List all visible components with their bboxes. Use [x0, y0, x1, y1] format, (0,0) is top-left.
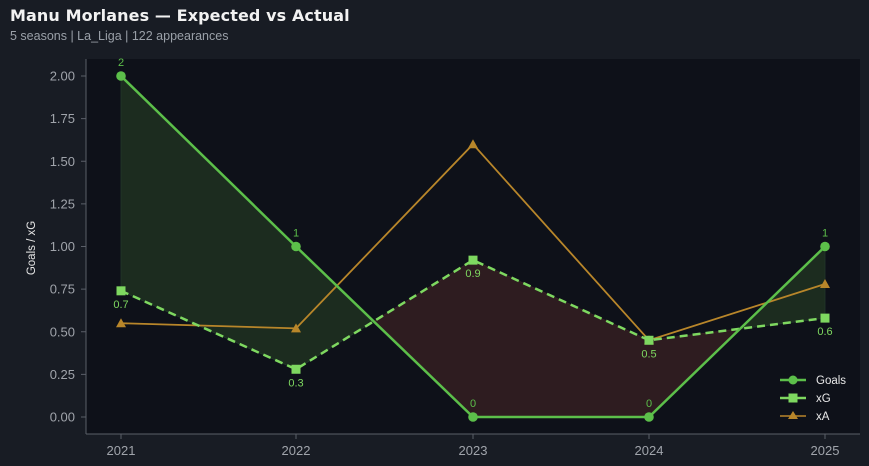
x-tick-label: 2023	[459, 443, 488, 458]
circle-marker-icon	[788, 375, 798, 385]
goals-data-label: 1	[293, 228, 299, 240]
chart-subtitle: 5 seasons | La_Liga | 122 appearances	[10, 29, 229, 43]
xa-triangle-marker	[291, 323, 301, 333]
series-markers	[116, 71, 830, 422]
y-tick-label: 1.00	[50, 239, 75, 254]
legend-label: Goals	[816, 375, 846, 387]
xg-data-label: 0.3	[288, 377, 303, 389]
y-tick-label: 1.25	[50, 196, 75, 211]
y-tick-label: 1.75	[50, 111, 75, 126]
xa-triangle-marker	[468, 139, 478, 149]
x-tick-label: 2024	[635, 443, 664, 458]
x-tick-label: 2022	[282, 443, 311, 458]
goals-data-label: 0	[470, 398, 476, 410]
x-tick-label: 2025	[811, 443, 840, 458]
y-tick-label: 2.00	[50, 69, 75, 84]
legend-item-xa[interactable]: xA	[780, 411, 830, 423]
xg-square-marker	[116, 286, 126, 296]
y-tick-label: 0.50	[50, 324, 75, 339]
goals-data-label: 2	[118, 57, 124, 69]
legend-label: xA	[816, 411, 830, 423]
y-axis-ticks: 0.00 0.25 0.50 0.75 1.00 1.25 1.50 1.75 2.00	[50, 69, 86, 425]
legend-item-xg[interactable]: xG	[780, 393, 831, 405]
xa-triangle-marker	[116, 318, 126, 328]
xg-data-label: 0.6	[817, 326, 832, 338]
xg-square-marker	[644, 335, 654, 345]
goals-circle-marker	[116, 71, 126, 81]
square-marker-icon	[788, 393, 798, 403]
xg-data-label: 0.9	[465, 268, 480, 280]
triangle-marker-icon	[788, 411, 798, 419]
goals-circle-marker	[468, 412, 478, 422]
xa-triangle-marker	[820, 279, 830, 289]
y-axis-title: Goals / xG	[26, 221, 38, 275]
xg-square-marker	[291, 364, 301, 374]
xg-square-marker	[468, 255, 478, 265]
legend-label: xG	[816, 393, 831, 405]
x-axis-ticks: 2021 2022 2023 2024 2025	[107, 434, 840, 458]
xg-data-label: 0.5	[641, 348, 656, 360]
xg-line	[120, 258, 826, 371]
y-tick-label: 1.50	[50, 154, 75, 169]
chart-title: Manu Morlanes — Expected vs Actual	[10, 6, 350, 25]
y-tick-label: 0.00	[50, 410, 75, 425]
goals-data-label: 1	[822, 228, 828, 240]
xg-square-marker	[820, 313, 830, 323]
y-tick-label: 0.75	[50, 282, 75, 297]
chart-header: Manu Morlanes — Expected vs Actual 5 sea…	[10, 6, 350, 43]
goals-circle-marker	[644, 412, 654, 422]
goals-data-label: 0	[646, 398, 652, 410]
goals-circle-marker	[820, 241, 830, 252]
y-tick-label: 0.25	[50, 367, 75, 382]
goals-circle-marker	[291, 241, 301, 252]
x-tick-label: 2021	[107, 443, 136, 458]
legend: Goals xG xA	[780, 375, 846, 423]
xg-data-label: 0.7	[113, 299, 128, 311]
legend-item-goals[interactable]: Goals	[780, 375, 846, 387]
data-labels: 2 1 0 0 1 0.7 0.3 0.9 0.5 0.6	[113, 57, 832, 410]
